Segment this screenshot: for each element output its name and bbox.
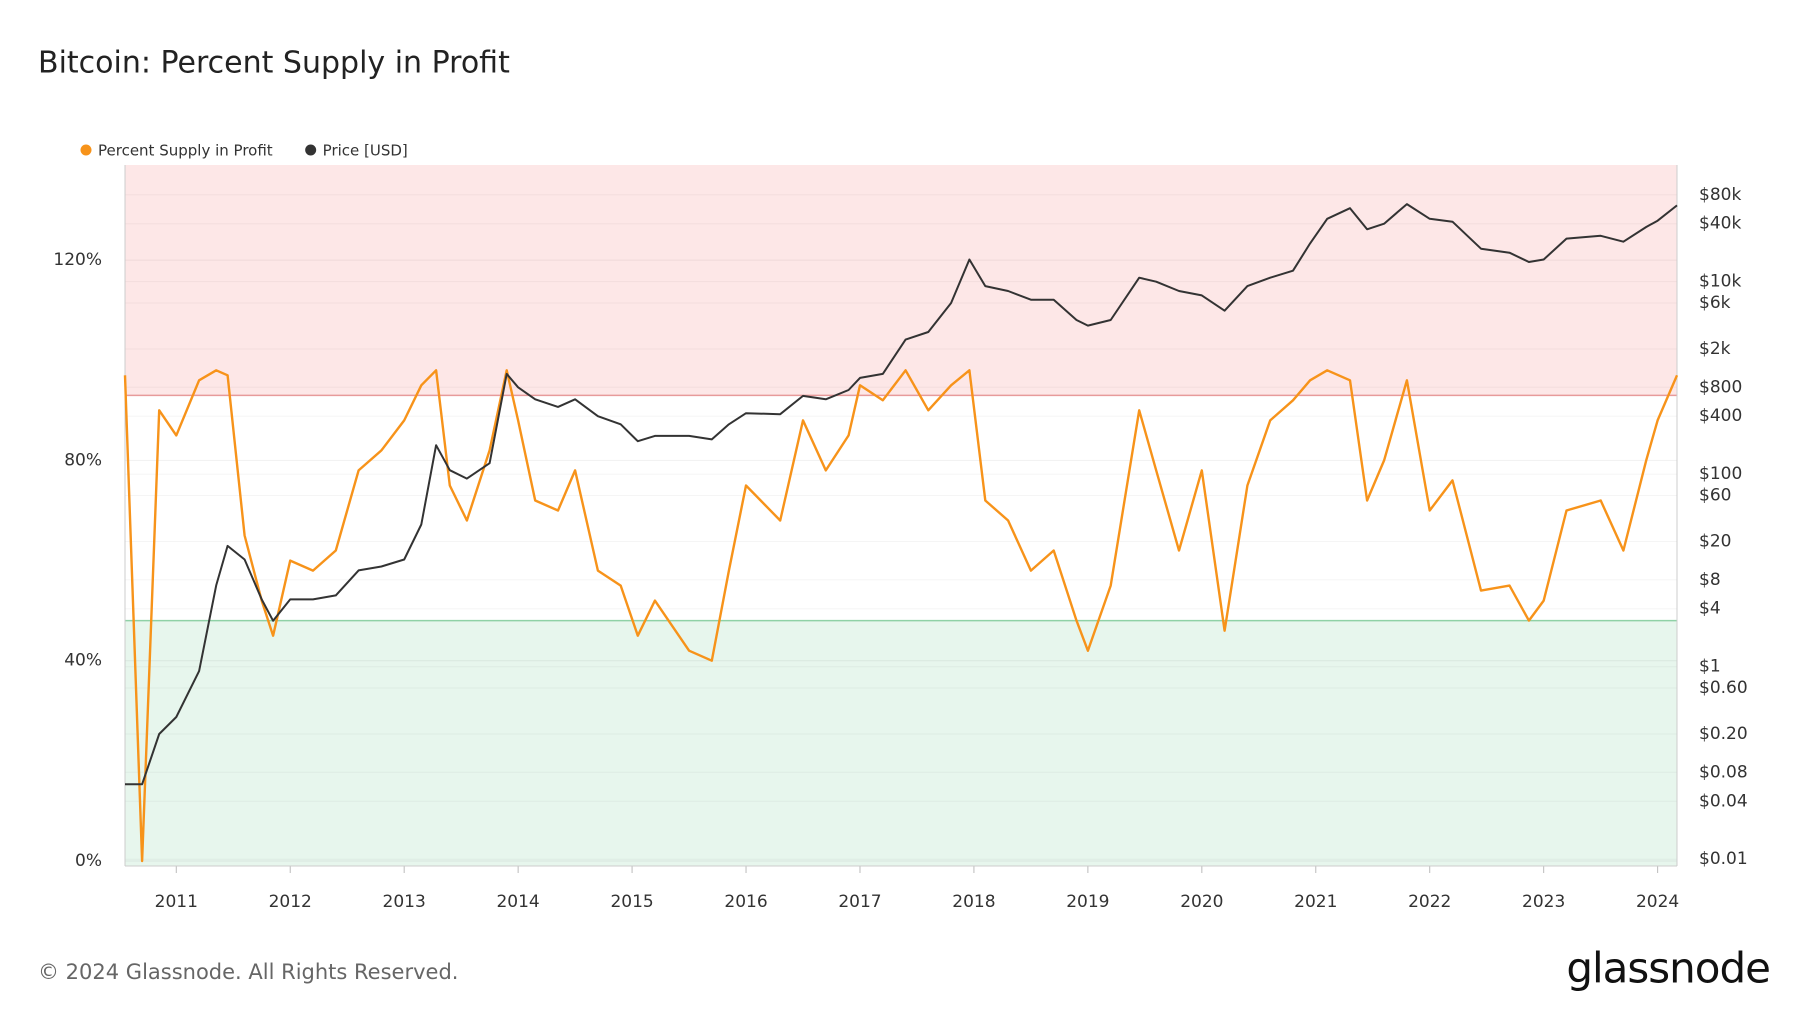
y2-tick-label: $80k [1699, 185, 1741, 205]
legend-swatch [80, 144, 92, 156]
y2-tick-label: $1 [1699, 657, 1721, 677]
x-tick-label: 2016 [724, 892, 767, 912]
legend-label: Price [USD] [323, 142, 408, 160]
x-tick-label: 2024 [1636, 892, 1679, 912]
y2-tick-label: $20 [1699, 531, 1731, 551]
y2-tick-label: $400 [1699, 406, 1742, 426]
chart-title: Bitcoin: Percent Supply in Profit [38, 46, 510, 81]
y2-tick-label: $4 [1699, 599, 1721, 619]
y2-tick-label: $0.60 [1699, 678, 1748, 698]
x-tick-label: 2011 [155, 892, 198, 912]
x-tick-label: 2013 [383, 892, 426, 912]
y2-tick-label: $0.01 [1699, 849, 1748, 869]
footer: © 2024 Glassnode. All Rights Reserved. [38, 960, 458, 984]
x-tick-label: 2014 [496, 892, 539, 912]
y2-tick-label: $40k [1699, 214, 1741, 234]
y2-tick-label: $8 [1699, 570, 1721, 590]
series-line [125, 203, 1678, 786]
y2-tick-label: $10k [1699, 272, 1741, 292]
y2-tick-label: $2k [1699, 339, 1731, 359]
x-tick-label: 2012 [269, 892, 312, 912]
y-tick-label: 40% [64, 651, 102, 671]
x-tick-label: 2018 [952, 892, 995, 912]
legend-swatch [305, 144, 317, 156]
x-tick-label: 2017 [838, 892, 881, 912]
y2-tick-label: $6k [1699, 293, 1731, 313]
y2-tick-label: $800 [1699, 377, 1742, 397]
y2-tick-label: $100 [1699, 464, 1742, 484]
y-tick-label: 80% [64, 450, 102, 470]
x-tick-label: 2023 [1522, 892, 1565, 912]
series-line [123, 369, 1679, 863]
y-tick-label: 120% [53, 250, 102, 270]
y2-tick-label: $0.04 [1699, 791, 1748, 811]
y2-tick-label: $0.08 [1699, 762, 1748, 782]
brand-logo: glassnode [1566, 944, 1770, 993]
band [125, 165, 1677, 396]
y2-tick-label: $60 [1699, 486, 1731, 506]
y2-tick-label: $0.20 [1699, 724, 1748, 744]
y-tick-label: 0% [75, 851, 102, 871]
x-tick-label: 2021 [1294, 892, 1337, 912]
x-tick-label: 2015 [610, 892, 653, 912]
legend-label: Percent Supply in Profit [98, 142, 273, 160]
x-tick-label: 2022 [1408, 892, 1451, 912]
x-tick-label: 2020 [1180, 892, 1223, 912]
x-tick-label: 2019 [1066, 892, 1109, 912]
band [125, 620, 1677, 866]
